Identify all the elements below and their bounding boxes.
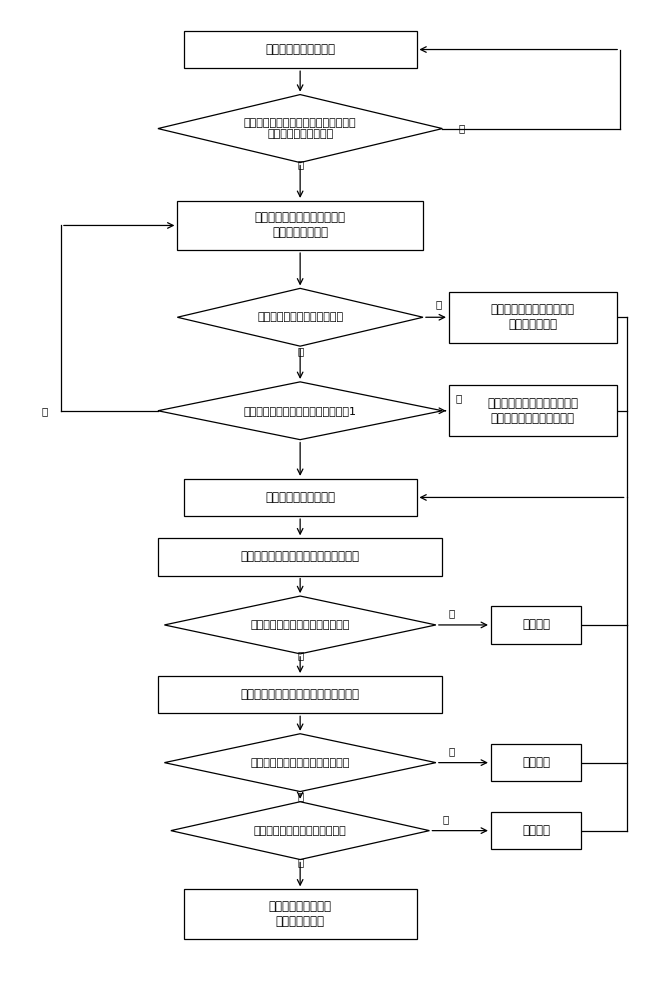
- Text: 是: 是: [455, 393, 462, 403]
- Text: 检测帧率采集温度数据: 检测帧率采集温度数据: [265, 43, 335, 56]
- FancyBboxPatch shape: [184, 31, 417, 68]
- Text: 计数结果与上一次的检测结果一致: 计数结果与上一次的检测结果一致: [250, 620, 350, 630]
- FancyBboxPatch shape: [491, 606, 582, 644]
- Polygon shape: [171, 802, 430, 860]
- Text: 相邻帧之间的计数结果差值是否均为1: 相邻帧之间的计数结果差值是否均为1: [244, 406, 357, 416]
- Polygon shape: [164, 596, 436, 654]
- Text: 否: 否: [297, 346, 303, 356]
- Text: 输出不变: 输出不变: [522, 756, 550, 769]
- Text: 存在至少两帧的计数结果相同: 存在至少两帧的计数结果相同: [257, 312, 343, 322]
- Text: 将连续三帧的计数结果的平均
值作为第一次检测结果输出: 将连续三帧的计数结果的平均 值作为第一次检测结果输出: [487, 397, 578, 425]
- FancyBboxPatch shape: [184, 889, 417, 939]
- Text: 否: 否: [442, 814, 449, 824]
- Polygon shape: [158, 95, 442, 163]
- Text: 计数结果与上一次的检测结果一致: 计数结果与上一次的检测结果一致: [250, 758, 350, 768]
- Polygon shape: [158, 382, 442, 440]
- Text: 初始帧温度数据的最大值与最小值间的
差值是否大于设定阈值: 初始帧温度数据的最大值与最小值间的 差值是否大于设定阈值: [244, 118, 357, 139]
- FancyBboxPatch shape: [491, 812, 582, 849]
- Text: 否: 否: [458, 124, 465, 134]
- Polygon shape: [177, 288, 423, 346]
- Text: 否: 否: [42, 406, 48, 416]
- Text: 是: 是: [297, 159, 303, 169]
- FancyBboxPatch shape: [177, 201, 423, 250]
- Text: 是: 是: [297, 857, 303, 867]
- FancyBboxPatch shape: [184, 479, 417, 516]
- Polygon shape: [164, 734, 436, 792]
- Text: 是: 是: [436, 300, 442, 310]
- Text: 输出不变: 输出不变: [522, 824, 550, 837]
- FancyBboxPatch shape: [449, 385, 617, 436]
- FancyBboxPatch shape: [158, 538, 442, 576]
- Text: 对由初始帧开始的连续三帧进
行人体检测并计数: 对由初始帧开始的连续三帧进 行人体检测并计数: [255, 211, 346, 239]
- Text: 将相同的计数结果作为第一
次检测结果输出: 将相同的计数结果作为第一 次检测结果输出: [491, 303, 575, 331]
- Text: 是: 是: [449, 608, 455, 618]
- FancyBboxPatch shape: [449, 292, 617, 343]
- FancyBboxPatch shape: [158, 676, 442, 713]
- Text: 获取下两帧的温度数据: 获取下两帧的温度数据: [265, 491, 335, 504]
- Text: 是: 是: [449, 746, 455, 756]
- Text: 否: 否: [297, 792, 303, 802]
- FancyBboxPatch shape: [491, 744, 582, 781]
- Text: 对两帧中的第一帧进行人体检测并计数: 对两帧中的第一帧进行人体检测并计数: [241, 550, 360, 563]
- Text: 输出不变: 输出不变: [522, 618, 550, 631]
- Text: 否: 否: [297, 650, 303, 660]
- Text: 将该计数结果作为本
次检测结果输出: 将该计数结果作为本 次检测结果输出: [269, 900, 332, 928]
- Text: 第一帧与第二帧的计数结果相同: 第一帧与第二帧的计数结果相同: [254, 826, 346, 836]
- Text: 对两帧中的第二帧进行人体检测并计数: 对两帧中的第二帧进行人体检测并计数: [241, 688, 360, 701]
